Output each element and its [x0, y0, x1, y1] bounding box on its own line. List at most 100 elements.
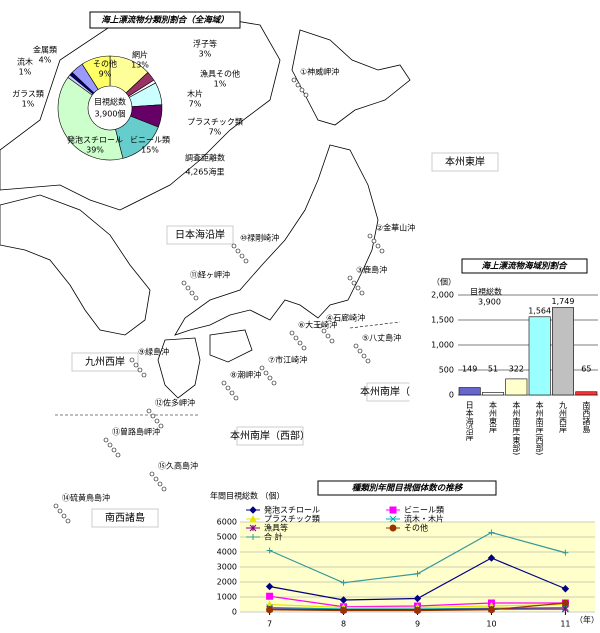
- station-dot: [53, 503, 59, 509]
- station-dot: [189, 290, 195, 296]
- station-label: ③鹿島沖: [356, 265, 387, 275]
- legend-marker: [389, 524, 397, 532]
- annotation: 目視総数: [470, 287, 502, 297]
- line-title: 種類別年間目視個体数の推移: [352, 483, 464, 494]
- annotation: 3,900: [478, 298, 501, 307]
- pie-value: 3%: [199, 50, 212, 59]
- station-dot: [365, 358, 371, 364]
- bar-value: 149: [462, 365, 477, 374]
- station-label: ①神威岬沖: [300, 67, 339, 77]
- marker: [266, 547, 273, 554]
- pie-label: ガラス類: [12, 89, 44, 99]
- y-tick-label: 6000: [217, 518, 237, 527]
- station-dot: [111, 447, 117, 453]
- pie-value: 1%: [19, 68, 32, 77]
- legend-marker: [249, 514, 257, 523]
- station-dot: [146, 408, 152, 414]
- marker: [266, 606, 274, 614]
- bar: [482, 392, 504, 396]
- station-label: ⑮久高島沖: [158, 461, 198, 471]
- x-tick-label: 9: [415, 620, 420, 629]
- station-dot: [353, 343, 359, 349]
- pie-label: ビニール類: [130, 135, 170, 145]
- region-box: [91, 508, 159, 528]
- legend-marker: [389, 515, 397, 523]
- marker: [488, 529, 495, 536]
- station-dot: [133, 362, 139, 368]
- station-dot: [351, 280, 357, 286]
- y-tick-label: 500: [439, 366, 454, 375]
- legend-marker: [389, 506, 397, 514]
- marker: [414, 570, 421, 577]
- station-dot: [141, 372, 147, 378]
- shikoku: [209, 329, 253, 363]
- station-dot: [321, 328, 327, 334]
- station-label: ④石廊崎沖: [326, 313, 365, 323]
- station-dot: [289, 330, 295, 336]
- region-box: [236, 426, 304, 446]
- pie-label: 発泡スチロール: [67, 135, 123, 145]
- station-dot: [359, 290, 365, 296]
- legend-label: 漁具等: [264, 523, 288, 533]
- legend-marker: [250, 534, 256, 540]
- x-tick-label: 本州南岸(東部): [512, 400, 521, 455]
- station-dot: [150, 413, 156, 419]
- station-label: ⑨緑島沖: [138, 347, 169, 357]
- pie-slice: [57, 77, 124, 161]
- marker: [413, 594, 422, 603]
- legend-label: 流木・木片: [404, 514, 444, 524]
- station-dot: [149, 471, 155, 477]
- marker: [561, 585, 570, 593]
- marker: [340, 607, 348, 614]
- pie-value: 1%: [214, 80, 227, 89]
- pie-value: 15%: [141, 146, 159, 155]
- legend-marker: [249, 506, 257, 514]
- pie-label: プラスチック類: [187, 117, 243, 127]
- y-tick-label: 1,500: [431, 316, 454, 325]
- station-dot: [239, 253, 245, 259]
- pie-slice: [81, 55, 111, 90]
- station-dot: [295, 82, 301, 88]
- station-dot: [303, 92, 309, 98]
- hokkaido: [291, 29, 411, 126]
- x-tick-label: 7: [267, 620, 272, 629]
- station-dot: [229, 390, 235, 396]
- pie-label: その他: [93, 59, 117, 69]
- station-dot: [129, 357, 135, 363]
- x-tick-label: 10: [486, 620, 496, 629]
- station-dot: [317, 323, 323, 329]
- station-dot: [57, 508, 63, 514]
- station-dot: [297, 340, 303, 346]
- pie-value: 7%: [209, 128, 222, 137]
- station-dot: [259, 365, 265, 371]
- station-dot: [157, 481, 163, 487]
- station-dot: [235, 248, 241, 254]
- legend-label: ビニール類: [404, 505, 444, 515]
- station-dot: [293, 335, 299, 341]
- x-tick-label: 南西諸島: [582, 400, 591, 434]
- station-dot: [161, 486, 167, 492]
- pie-value: 9%: [99, 70, 112, 79]
- marker: [266, 592, 274, 600]
- station-dot: [107, 442, 113, 448]
- marker: [487, 606, 495, 614]
- region-box: [166, 225, 234, 245]
- legend-label: 合 計: [264, 532, 283, 542]
- region-box: [71, 352, 139, 372]
- station-dot: [61, 513, 67, 519]
- station-label: ⑪経ヶ岬沖: [190, 270, 230, 280]
- station-label: ⑫佐多岬沖: [155, 398, 195, 408]
- station-dot: [65, 518, 71, 524]
- pie-label: 浮子等: [193, 39, 217, 49]
- station-dot: [225, 385, 231, 391]
- marker: [414, 607, 422, 614]
- legend-label: プラスチック類: [264, 514, 320, 524]
- marker: [265, 582, 274, 591]
- station-dot: [375, 243, 381, 249]
- continent: [0, 14, 281, 211]
- x-tick-label: 九州西岸: [559, 401, 568, 434]
- station-label: ⑥大王崎沖: [298, 320, 337, 330]
- station-dot: [291, 77, 297, 83]
- x-tick-label: 本州南岸(西部): [535, 400, 544, 455]
